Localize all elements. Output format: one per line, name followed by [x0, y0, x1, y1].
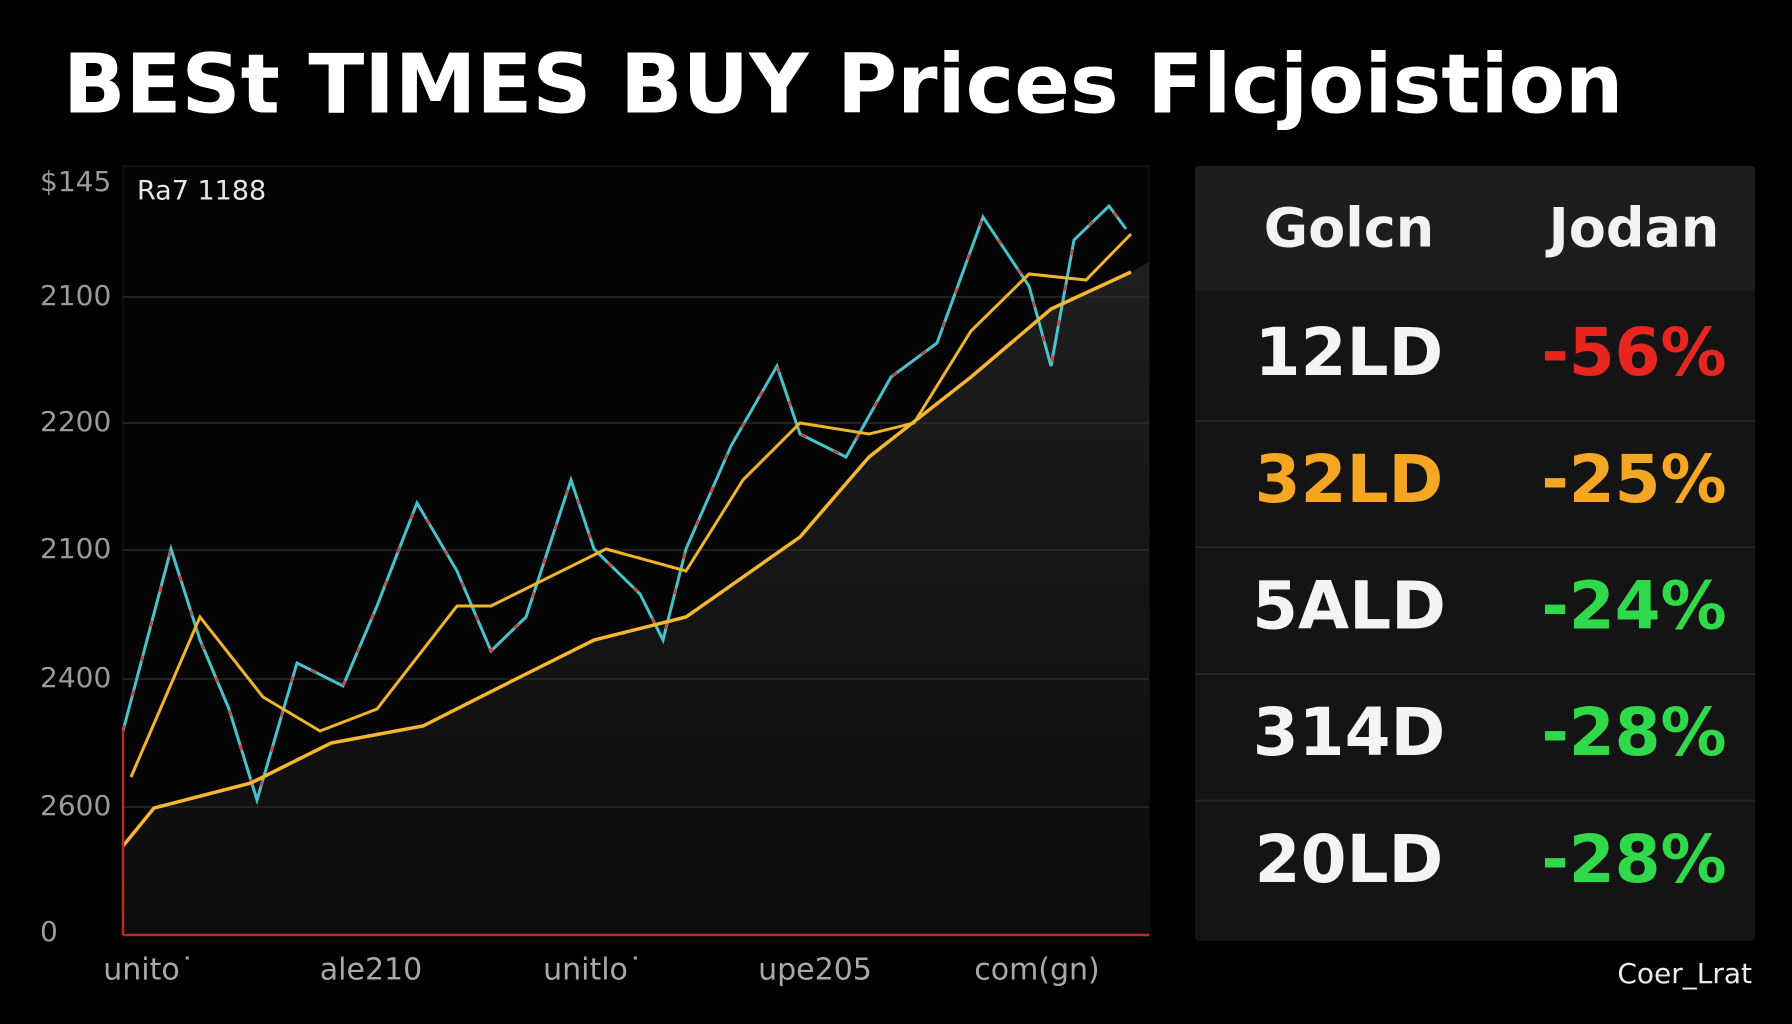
table-cell: -28%: [1541, 694, 1726, 771]
y-axis-labels: $145 2100 2200 2100 2400 2600 0: [40, 165, 111, 948]
y-tick-label: 2100: [40, 532, 111, 565]
y-tick-label: $145: [40, 165, 111, 198]
moving-average-fast: [129, 232, 1133, 778]
y-tick-label: 2100: [40, 279, 111, 312]
table-cell: 32LD: [1255, 441, 1444, 518]
table-content: Golcn Jodan 12LD -56% 32LD -25% 5ALD -24% 314D -2…: [1195, 197, 1755, 898]
plot: Ra7 1188: [121, 165, 1150, 937]
annotation: Ra7 1188: [137, 176, 266, 207]
price-trace-accent: [122, 204, 1127, 804]
table-cell: -28%: [1541, 821, 1726, 898]
x-tick-label: com(gn): [974, 953, 1100, 988]
x-tick-label: unito˙: [103, 953, 194, 988]
table-cell: -25%: [1541, 441, 1726, 518]
table-cell: 20LD: [1255, 821, 1444, 898]
x-tick-label: upe205: [758, 953, 872, 988]
table-header: Jodan: [1545, 197, 1720, 260]
y-tick-label: 2200: [40, 405, 111, 438]
table-cell: 12LD: [1255, 314, 1444, 391]
grid: [123, 296, 1149, 808]
y-tick-label: 0: [40, 915, 58, 948]
x-axis-labels: unito˙ ale210 unitlo˙ upe205 com(gn): [103, 953, 1100, 988]
table: [1195, 166, 1755, 941]
table-panel: [1195, 166, 1755, 941]
table-cell: -56%: [1541, 314, 1726, 391]
x-tick-label: ale210: [320, 953, 422, 988]
table-header-bg: [1195, 166, 1755, 291]
table-cell: -24%: [1541, 567, 1726, 644]
title: BESt TIMES BUY Prices Flcjoistion: [63, 37, 1623, 132]
table-header: Golcn: [1264, 197, 1434, 260]
table-cell: 314D: [1253, 694, 1446, 771]
y-tick-label: 2400: [40, 661, 111, 694]
moving-average-slow: [121, 270, 1132, 848]
area-shade: [123, 262, 1149, 935]
footer-label: Coer_Lrat: [1617, 957, 1752, 990]
y-tick-label: 2600: [40, 789, 111, 822]
table-cell: 5ALD: [1252, 567, 1446, 644]
x-tick-label: unitlo˙: [543, 953, 643, 988]
